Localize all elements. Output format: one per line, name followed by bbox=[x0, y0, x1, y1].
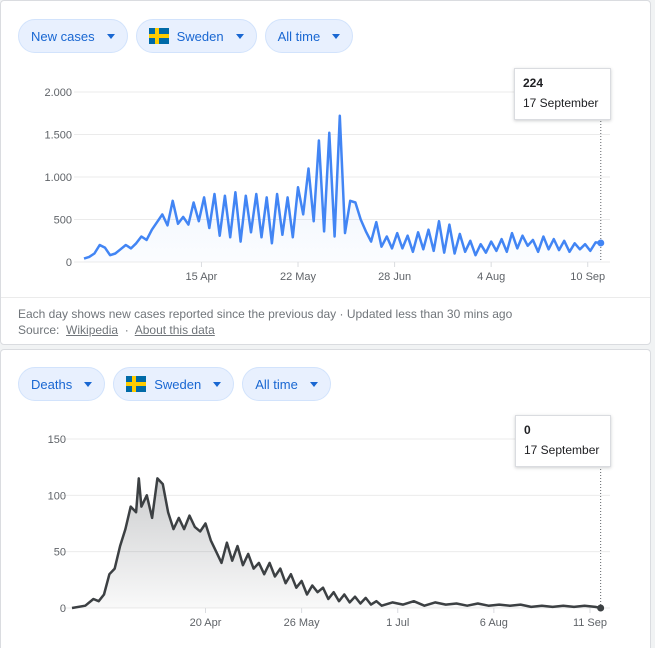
y-tick-label: 0 bbox=[66, 257, 72, 269]
source-label: Source: bbox=[18, 323, 60, 337]
y-tick-label: 50 bbox=[54, 547, 66, 559]
cases-chip-row: New cases Sweden All time bbox=[18, 19, 354, 53]
x-tick-label: 10 Sep bbox=[570, 271, 605, 283]
y-tick-label: 2.000 bbox=[44, 87, 72, 99]
tooltip-date: 17 September bbox=[524, 443, 600, 457]
y-tick-label: 150 bbox=[48, 434, 66, 446]
country-chip-label: Sweden bbox=[154, 376, 202, 392]
y-tick-label: 1.500 bbox=[44, 130, 72, 142]
x-tick-label: 28 Jun bbox=[378, 271, 411, 283]
x-tick-label: 26 May bbox=[284, 617, 321, 629]
metric-chip-label: Deaths bbox=[31, 376, 73, 392]
metric-chip-deaths[interactable]: Deaths bbox=[18, 367, 106, 401]
range-chip-all-time[interactable]: All time bbox=[264, 19, 354, 53]
sweden-flag-icon bbox=[148, 28, 169, 44]
y-tick-label: 100 bbox=[48, 490, 66, 502]
y-tick-label: 0 bbox=[60, 603, 66, 615]
sweden-flag-icon bbox=[126, 376, 147, 392]
y-tick-label: 1.000 bbox=[44, 172, 72, 184]
deaths-chip-row: Deaths Sweden All time bbox=[18, 367, 331, 401]
chevron-down-icon bbox=[84, 381, 93, 387]
new-cases-card: New cases Sweden All time Each day shows… bbox=[0, 0, 651, 345]
range-chip-label: All time bbox=[277, 28, 321, 44]
tooltip-value: 0 bbox=[524, 423, 531, 437]
chevron-down-icon bbox=[332, 33, 341, 39]
tooltip-date: 17 September bbox=[523, 96, 599, 110]
cases-tooltip: 224 17 September bbox=[514, 68, 611, 120]
country-chip-sweden[interactable]: Sweden bbox=[113, 367, 235, 401]
latest-point bbox=[597, 604, 605, 612]
metric-chip-new-cases[interactable]: New cases bbox=[18, 19, 128, 53]
tooltip-value: 224 bbox=[523, 76, 544, 90]
wikipedia-link[interactable]: Wikipedia bbox=[66, 323, 119, 337]
latest-point bbox=[597, 239, 605, 247]
x-tick-label: 22 May bbox=[280, 271, 317, 283]
x-tick-label: 20 Apr bbox=[190, 617, 222, 629]
about-data-link[interactable]: About this data bbox=[134, 323, 215, 337]
metric-chip-label: New cases bbox=[31, 28, 95, 44]
country-chip-sweden[interactable]: Sweden bbox=[135, 19, 257, 53]
footer-divider bbox=[1, 297, 650, 298]
new-cases-chart[interactable]: 0 500 1.000 1.500 2.000 15 Apr 22 May 28 Jun 4 A… bbox=[0, 60, 651, 290]
deaths-tooltip: 0 17 September bbox=[515, 415, 611, 467]
chevron-down-icon bbox=[106, 33, 115, 39]
x-tick-label: 1 Jul bbox=[386, 617, 409, 629]
chevron-down-icon bbox=[309, 381, 318, 387]
country-chip-label: Sweden bbox=[176, 28, 224, 44]
range-chip-all-time[interactable]: All time bbox=[242, 367, 331, 401]
y-tick-label: 500 bbox=[54, 215, 72, 227]
chevron-down-icon bbox=[213, 381, 222, 387]
chevron-down-icon bbox=[235, 33, 244, 39]
x-tick-label: 15 Apr bbox=[186, 271, 218, 283]
range-chip-label: All time bbox=[255, 376, 298, 392]
cases-footer: Each day shows new cases reported since … bbox=[18, 307, 513, 337]
series-line bbox=[71, 477, 601, 610]
series-line bbox=[83, 114, 601, 260]
footer-note: Each day shows new cases reported since … bbox=[18, 307, 513, 321]
x-tick-label: 4 Aug bbox=[477, 271, 505, 283]
series-area bbox=[72, 478, 601, 608]
x-tick-label: 6 Aug bbox=[480, 617, 508, 629]
x-tick-label: 11 Sep bbox=[573, 617, 607, 629]
